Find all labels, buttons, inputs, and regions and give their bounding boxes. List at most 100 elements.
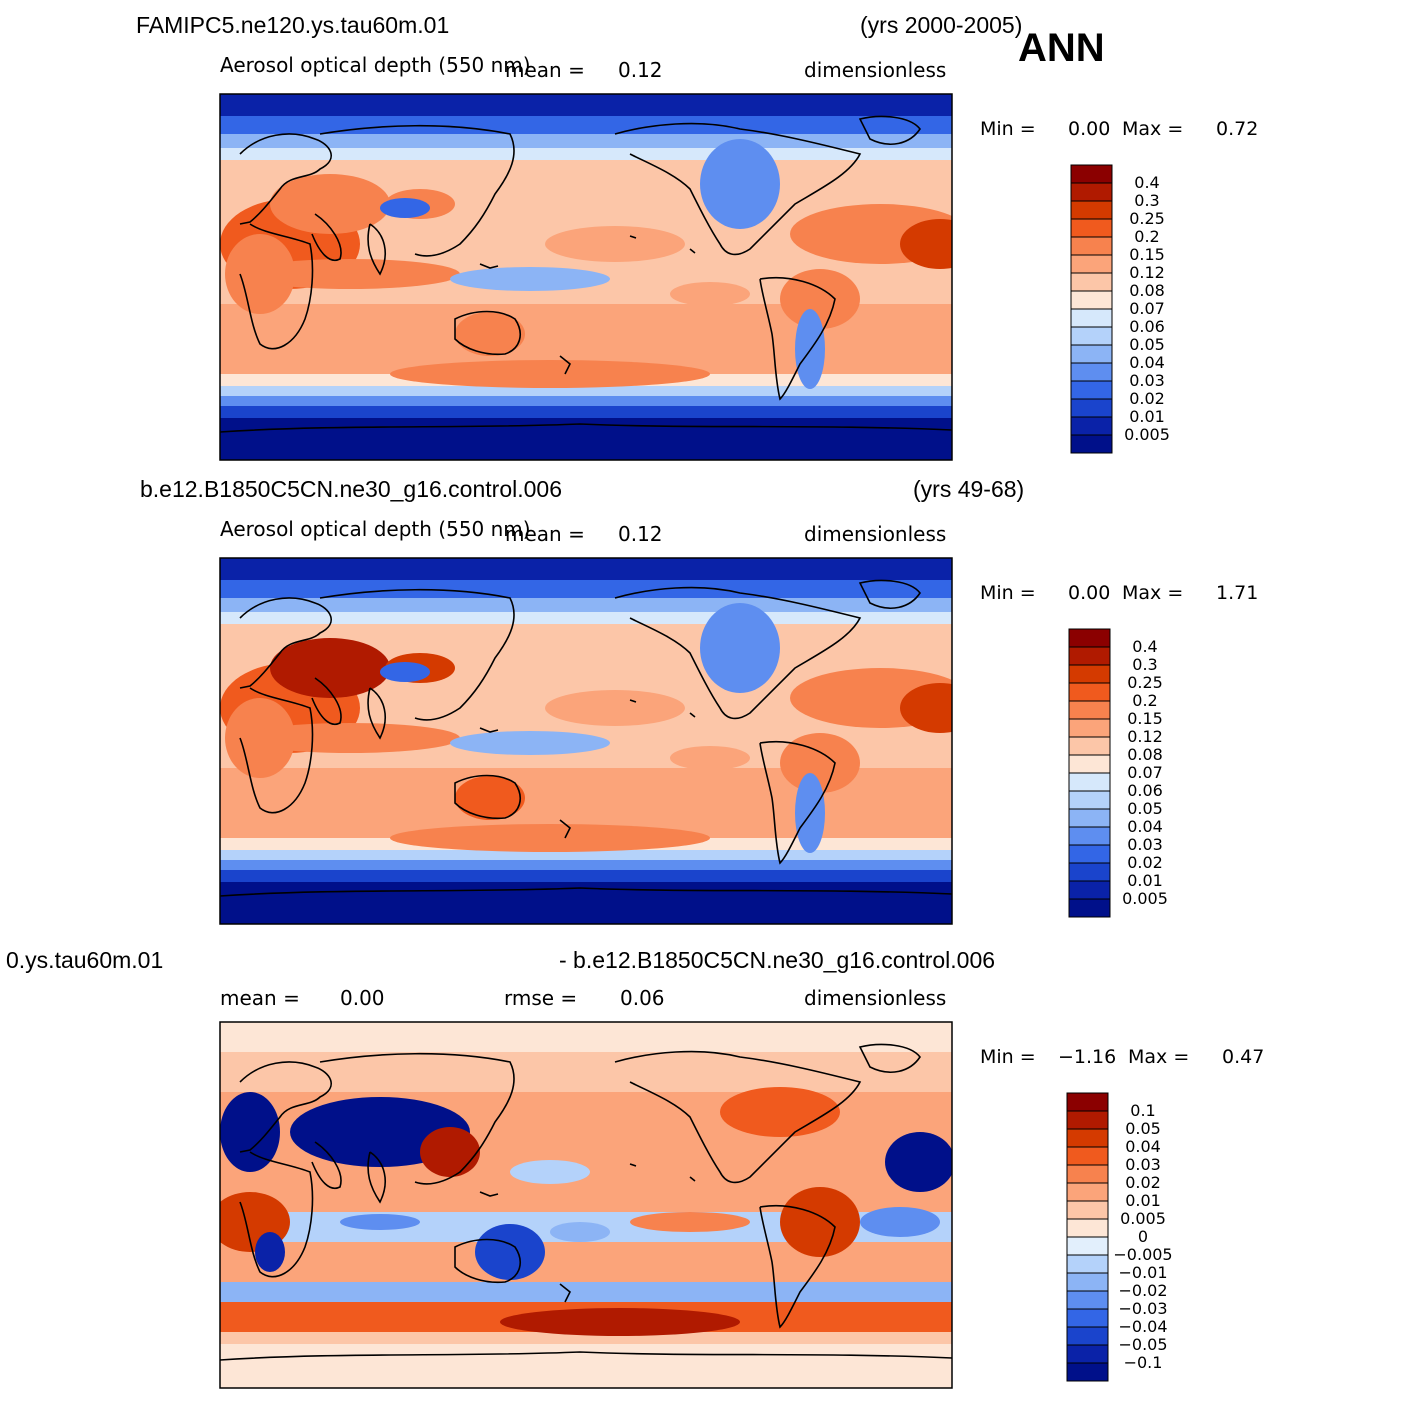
colorbar-swatch (1070, 380, 1113, 400)
colorbar-swatch (1068, 754, 1111, 774)
panel2-min-value: 0.00 (1068, 582, 1111, 604)
map-frame (219, 93, 953, 461)
colorbar-tick-label: 0.15 (1127, 709, 1163, 728)
colorbar-swatch (1070, 398, 1113, 418)
colorbar-swatch (1070, 182, 1113, 202)
panel2-min-label: Min = (980, 582, 1036, 604)
colorbar-tick-label: −0.02 (1118, 1281, 1168, 1300)
colorbar-swatch (1068, 790, 1111, 810)
colorbar-swatch (1066, 1236, 1109, 1256)
season-label: ANN (1018, 26, 1105, 70)
map-panel-3 (219, 1021, 953, 1389)
panel2-max-label: Max = (1122, 582, 1184, 604)
colorbar-tick-label: 0.04 (1125, 1137, 1161, 1156)
colorbar-swatch (1066, 1272, 1109, 1292)
panel1-units: dimensionless (804, 58, 947, 82)
panel2-units: dimensionless (804, 522, 947, 546)
colorbar-swatch (1070, 164, 1113, 184)
colorbar-tick-label: 0.04 (1129, 353, 1165, 372)
colorbar-tick-label: 0.05 (1129, 335, 1165, 354)
colorbar-tick-label: 0.12 (1127, 727, 1163, 746)
panel1-min-label: Min = (980, 118, 1036, 140)
colorbar-swatch (1066, 1362, 1109, 1382)
panel1-max-value: 0.72 (1216, 118, 1259, 140)
colorbar-swatch (1070, 326, 1113, 346)
colorbar-swatch (1070, 236, 1113, 256)
colorbar-tick-label: 0.2 (1132, 691, 1158, 710)
colorbar-tick-label: 0.12 (1129, 263, 1165, 282)
panel3-case-name-right: - b.e12.B1850C5CN.ne30_g16.control.006 (559, 947, 996, 973)
colorbar-tick-label: 0.06 (1129, 317, 1165, 336)
map-frame (219, 1021, 953, 1389)
colorbar-swatch (1070, 254, 1113, 274)
colorbar-swatch (1066, 1218, 1109, 1238)
panel2-case-name: b.e12.B1850C5CN.ne30_g16.control.006 (140, 476, 562, 502)
colorbar-tick-label: 0.02 (1125, 1173, 1161, 1192)
colorbar-tick-label: 0.15 (1129, 245, 1165, 264)
panel3-min-value: −1.16 (1058, 1046, 1117, 1068)
colorbar-tick-label: 0.005 (1124, 425, 1170, 444)
colorbar-swatch (1066, 1200, 1109, 1220)
panel2-mean-value: 0.12 (618, 522, 663, 546)
colorbar-tick-label: 0.01 (1127, 871, 1163, 890)
colorbar-tick-label: 0.02 (1127, 853, 1163, 872)
colorbar-swatch (1070, 218, 1113, 238)
panel3-rmse-value: 0.06 (620, 986, 665, 1010)
panel1-min-value: 0.00 (1068, 118, 1111, 140)
colorbar-swatch (1070, 344, 1113, 364)
colorbar-swatch (1066, 1146, 1109, 1166)
colorbar-3 (1066, 1092, 1109, 1382)
colorbar-tick-label: 0.1 (1130, 1101, 1156, 1120)
colorbar-tick-label: 0.05 (1127, 799, 1163, 818)
colorbar-tick-label: 0.005 (1122, 889, 1168, 908)
colorbar-swatch (1070, 200, 1113, 220)
colorbar-tick-label: −0.04 (1118, 1317, 1168, 1336)
colorbar-tick-label: 0.3 (1132, 655, 1158, 674)
colorbar-swatch (1068, 826, 1111, 846)
colorbar-2 (1068, 628, 1111, 918)
colorbar-swatch (1068, 682, 1111, 702)
colorbar-swatch (1068, 772, 1111, 792)
colorbar-swatch (1066, 1344, 1109, 1364)
colorbar-tick-label: 0.4 (1134, 173, 1160, 192)
colorbar-swatch (1068, 898, 1111, 918)
colorbar-tick-label: 0.03 (1127, 835, 1163, 854)
colorbar-swatch (1068, 700, 1111, 720)
colorbar-tick-label: 0.2 (1134, 227, 1160, 246)
colorbar-swatch (1068, 628, 1111, 648)
colorbar-swatch (1070, 416, 1113, 436)
colorbar-tick-label: 0.07 (1129, 299, 1165, 318)
colorbar-swatch (1068, 718, 1111, 738)
colorbar-swatch (1068, 736, 1111, 756)
panel3-mean-label: mean = (220, 986, 300, 1010)
colorbar-tick-label: 0.08 (1127, 745, 1163, 764)
panel1-case-name: FAMIPC5.ne120.ys.tau60m.01 (136, 12, 450, 38)
panel1-mean-value: 0.12 (618, 58, 663, 82)
panel1-mean-label: mean = (505, 58, 585, 82)
panel2-mean-label: mean = (505, 522, 585, 546)
panel2-variable: Aerosol optical depth (550 nm) (220, 517, 531, 541)
colorbar-tick-label: 0.05 (1125, 1119, 1161, 1138)
colorbar-tick-label: 0.4 (1132, 637, 1158, 656)
colorbar-tick-label: −0.1 (1123, 1353, 1163, 1372)
map-frame (219, 557, 953, 925)
colorbar-swatch (1066, 1254, 1109, 1274)
colorbar-tick-label: 0.03 (1129, 371, 1165, 390)
colorbar-swatch (1066, 1092, 1109, 1112)
colorbar-swatch (1070, 434, 1113, 454)
colorbar-swatch (1070, 362, 1113, 382)
colorbar-tick-label: −0.01 (1118, 1263, 1168, 1282)
colorbar-1 (1070, 164, 1113, 454)
colorbar-tick-label: 0.005 (1120, 1209, 1166, 1228)
colorbar-swatch (1066, 1326, 1109, 1346)
colorbar-swatch (1066, 1290, 1109, 1310)
colorbar-tick-label: 0.25 (1127, 673, 1163, 692)
colorbar-tick-label: 0 (1137, 1227, 1149, 1246)
colorbar-swatch (1066, 1308, 1109, 1328)
map-panel-1 (219, 93, 953, 461)
colorbar-swatch (1068, 646, 1111, 666)
colorbar-swatch (1066, 1110, 1109, 1130)
panel2-max-value: 1.71 (1216, 582, 1259, 604)
colorbar-tick-label: −0.03 (1118, 1299, 1168, 1318)
